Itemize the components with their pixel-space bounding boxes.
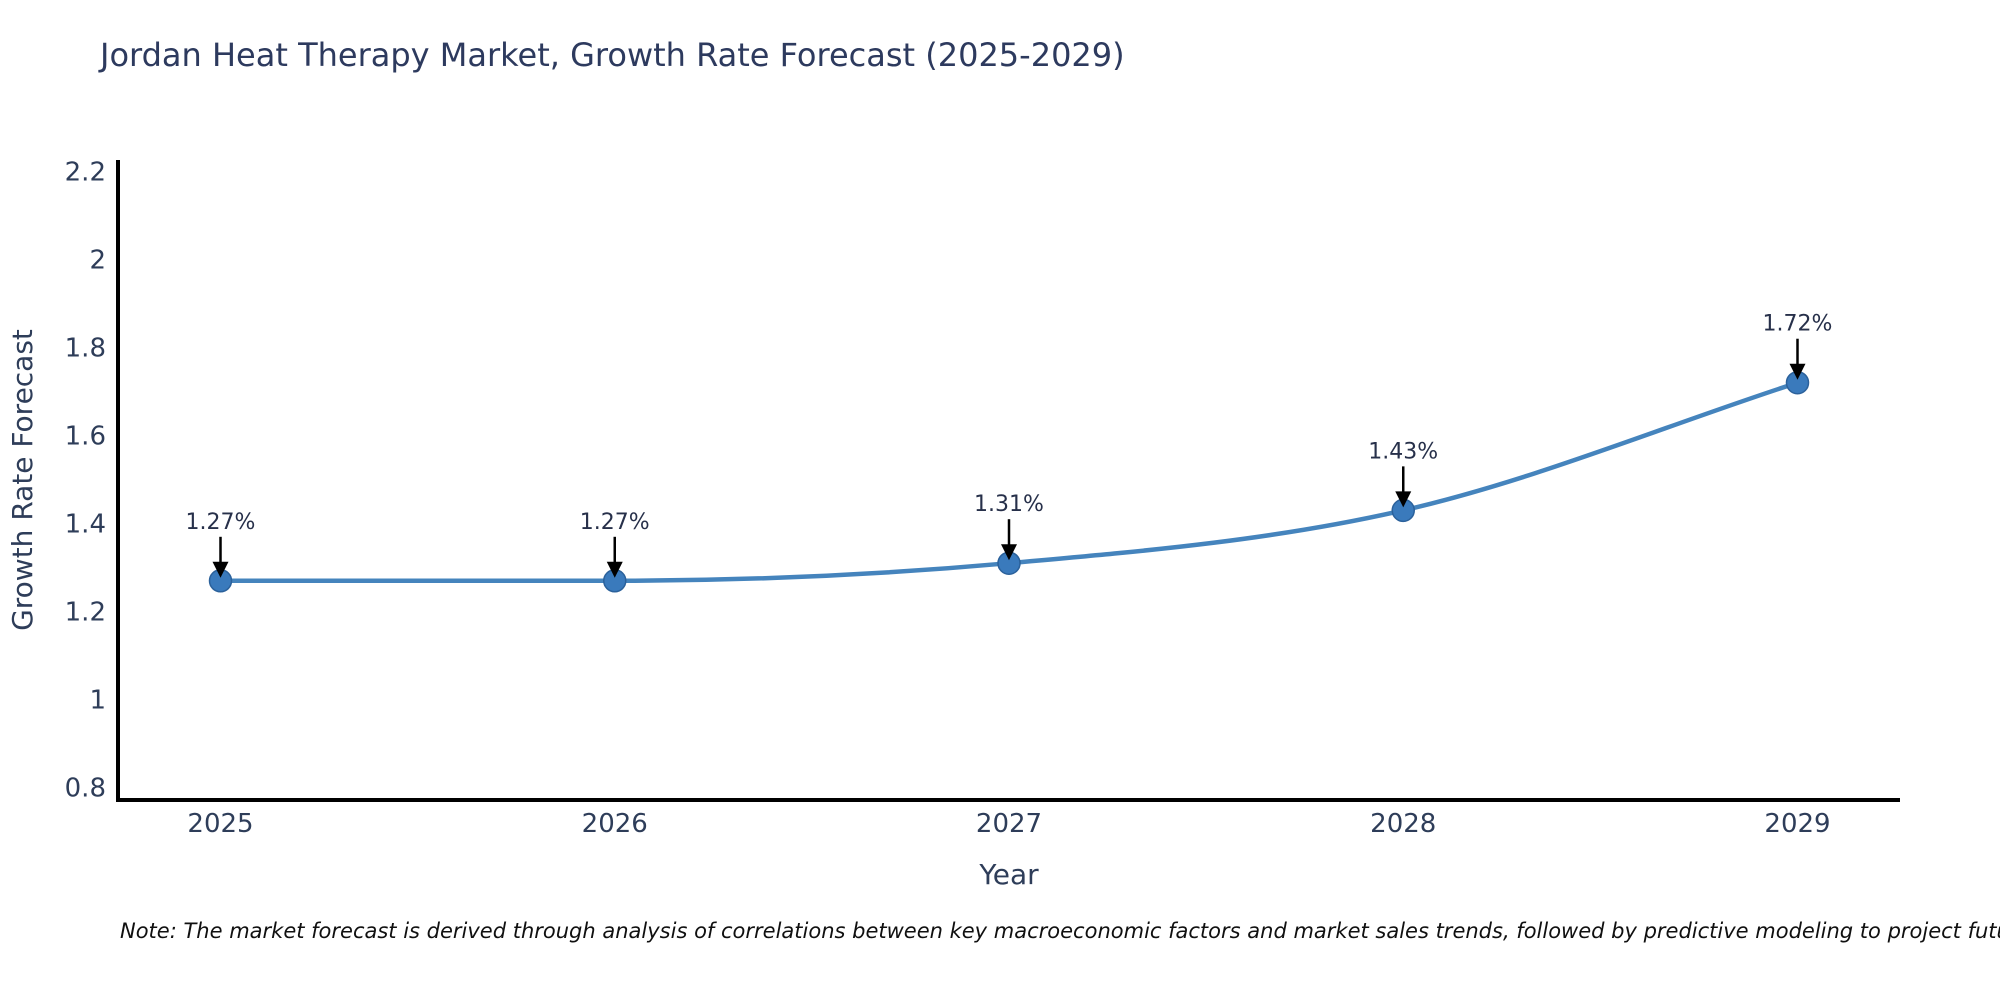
point-value-label: 1.27%: [580, 510, 650, 535]
y-tick-label: 1.4: [65, 510, 106, 540]
point-value-label: 1.72%: [1763, 312, 1833, 337]
point-value-label: 1.27%: [186, 510, 256, 535]
y-axis-title: Growth Rate Forecast: [6, 329, 39, 631]
y-tick-label: 1.6: [65, 422, 106, 452]
x-tick-label: 2027: [976, 809, 1042, 839]
y-tick-label: 1.2: [65, 598, 106, 628]
x-tick-label: 2029: [1764, 809, 1830, 839]
point-value-label: 1.43%: [1368, 439, 1438, 464]
annotation-arrowhead-icon: [606, 561, 623, 578]
y-tick-label: 2.2: [65, 157, 106, 187]
y-tick-label: 1.8: [65, 334, 106, 364]
chart-title: Jordan Heat Therapy Market, Growth Rate …: [100, 36, 1125, 74]
x-axis-title: Year: [978, 858, 1039, 891]
point-value-label: 1.31%: [974, 492, 1044, 517]
x-tick-label: 2026: [582, 809, 648, 839]
annotation-arrowhead-icon: [1001, 544, 1017, 561]
footnote-text: Note: The market forecast is derived thr…: [120, 919, 2000, 943]
annotation-arrowhead-icon: [212, 561, 229, 578]
y-tick-label: 2: [89, 245, 106, 275]
annotation-arrowhead-icon: [1789, 363, 1806, 380]
y-tick-label: 1: [89, 686, 106, 716]
annotation-arrowhead-icon: [1395, 491, 1412, 508]
x-tick-label: 2025: [187, 809, 253, 839]
x-tick-label: 2028: [1370, 809, 1436, 839]
y-tick-label: 0.8: [65, 774, 106, 804]
